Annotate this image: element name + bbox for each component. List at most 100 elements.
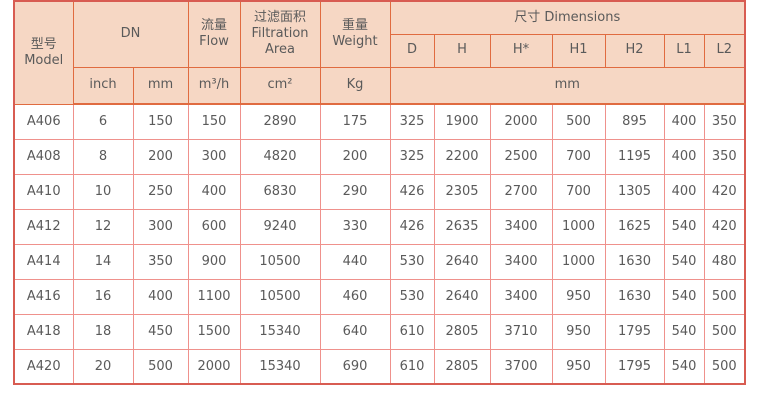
cell-d: 325 — [389, 103, 435, 140]
cell-mm: 300 — [132, 208, 189, 245]
cell-inch: 8 — [72, 138, 134, 175]
cell-h2: 1625 — [604, 208, 665, 245]
cell-mm: 500 — [132, 348, 189, 385]
cell-d: 530 — [389, 243, 435, 280]
unit-mm: mm — [132, 66, 189, 105]
cell-l1: 540 — [663, 348, 705, 385]
header-dim-l1: L1 — [663, 33, 705, 68]
table-row: A410 10 250 400 6830 290 426 2305 2700 700 1305 400… — [13, 173, 746, 210]
header-dim-h1: H1 — [551, 33, 606, 68]
cell-h1: 950 — [551, 278, 606, 315]
cell-model: A418 — [13, 313, 74, 350]
cell-weight: 460 — [319, 278, 391, 315]
cell-inch: 18 — [72, 313, 134, 350]
header-dim-h: H — [433, 33, 491, 68]
header-dimensions: 尺寸 Dimensions — [389, 0, 746, 35]
cell-model: A420 — [13, 348, 74, 385]
cell-mm: 450 — [132, 313, 189, 350]
cell-h2: 1795 — [604, 313, 665, 350]
spec-table-container: 型号 Model DN 流量 Flow 过滤面积 Filtration Area… — [13, 0, 746, 385]
header-dim-h2: H2 — [604, 33, 665, 68]
cell-h: 2640 — [433, 243, 491, 280]
cell-l1: 400 — [663, 103, 705, 140]
table-row: A408 8 200 300 4820 200 325 2200 2500 700 1195 400 3… — [13, 138, 746, 175]
cell-weight: 290 — [319, 173, 391, 210]
cell-flow: 300 — [187, 138, 241, 175]
cell-h: 2805 — [433, 313, 491, 350]
cell-d: 530 — [389, 278, 435, 315]
cell-l2: 480 — [703, 243, 746, 280]
cell-h: 2635 — [433, 208, 491, 245]
cell-model: A406 — [13, 103, 74, 140]
cell-mm: 200 — [132, 138, 189, 175]
cell-hstar: 3400 — [489, 278, 553, 315]
cell-hstar: 3400 — [489, 243, 553, 280]
cell-d: 426 — [389, 173, 435, 210]
unit-filtration: cm² — [239, 66, 321, 105]
cell-hstar: 3400 — [489, 208, 553, 245]
header-weight: 重量 Weight — [319, 0, 391, 68]
cell-h: 2805 — [433, 348, 491, 385]
cell-weight: 690 — [319, 348, 391, 385]
cell-weight: 330 — [319, 208, 391, 245]
cell-mm: 150 — [132, 103, 189, 140]
cell-h1: 700 — [551, 138, 606, 175]
cell-h: 2200 — [433, 138, 491, 175]
cell-flow: 900 — [187, 243, 241, 280]
cell-l2: 500 — [703, 278, 746, 315]
cell-h1: 1000 — [551, 208, 606, 245]
cell-filtration: 6830 — [239, 173, 321, 210]
cell-d: 610 — [389, 313, 435, 350]
cell-flow: 1100 — [187, 278, 241, 315]
cell-flow: 150 — [187, 103, 241, 140]
cell-model: A410 — [13, 173, 74, 210]
cell-inch: 12 — [72, 208, 134, 245]
cell-h1: 1000 — [551, 243, 606, 280]
cell-weight: 440 — [319, 243, 391, 280]
cell-hstar: 3700 — [489, 348, 553, 385]
cell-l2: 420 — [703, 208, 746, 245]
cell-l2: 350 — [703, 138, 746, 175]
header-filtration-area: 过滤面积 Filtration Area — [239, 0, 321, 68]
cell-h1: 500 — [551, 103, 606, 140]
cell-h1: 950 — [551, 348, 606, 385]
cell-model: A414 — [13, 243, 74, 280]
cell-l2: 500 — [703, 348, 746, 385]
table-row: A416 16 400 1100 10500 460 530 2640 3400 950 1630 5… — [13, 278, 746, 315]
cell-inch: 6 — [72, 103, 134, 140]
cell-l1: 540 — [663, 208, 705, 245]
cell-h2: 1305 — [604, 173, 665, 210]
cell-filtration: 2890 — [239, 103, 321, 140]
cell-l1: 400 — [663, 173, 705, 210]
header-flow: 流量 Flow — [187, 0, 241, 68]
cell-l1: 540 — [663, 313, 705, 350]
unit-dimensions: mm — [389, 66, 746, 105]
unit-inch: inch — [72, 66, 134, 105]
cell-d: 610 — [389, 348, 435, 385]
cell-h: 2640 — [433, 278, 491, 315]
cell-flow: 1500 — [187, 313, 241, 350]
cell-l2: 500 — [703, 313, 746, 350]
cell-inch: 14 — [72, 243, 134, 280]
table-header: 型号 Model DN 流量 Flow 过滤面积 Filtration Area… — [13, 0, 746, 105]
cell-d: 325 — [389, 138, 435, 175]
header-dim-hstar: H* — [489, 33, 553, 68]
cell-l2: 350 — [703, 103, 746, 140]
cell-weight: 200 — [319, 138, 391, 175]
cell-model: A408 — [13, 138, 74, 175]
cell-d: 426 — [389, 208, 435, 245]
cell-inch: 20 — [72, 348, 134, 385]
cell-l2: 420 — [703, 173, 746, 210]
cell-filtration: 9240 — [239, 208, 321, 245]
cell-inch: 16 — [72, 278, 134, 315]
table-row: A418 18 450 1500 15340 640 610 2805 3710 950 1795 5… — [13, 313, 746, 350]
cell-inch: 10 — [72, 173, 134, 210]
cell-model: A416 — [13, 278, 74, 315]
table-row: A412 12 300 600 9240 330 426 2635 3400 1000 1625 54… — [13, 208, 746, 245]
cell-h2: 1195 — [604, 138, 665, 175]
cell-mm: 350 — [132, 243, 189, 280]
cell-h1: 700 — [551, 173, 606, 210]
cell-filtration: 10500 — [239, 278, 321, 315]
cell-weight: 175 — [319, 103, 391, 140]
unit-weight: Kg — [319, 66, 391, 105]
